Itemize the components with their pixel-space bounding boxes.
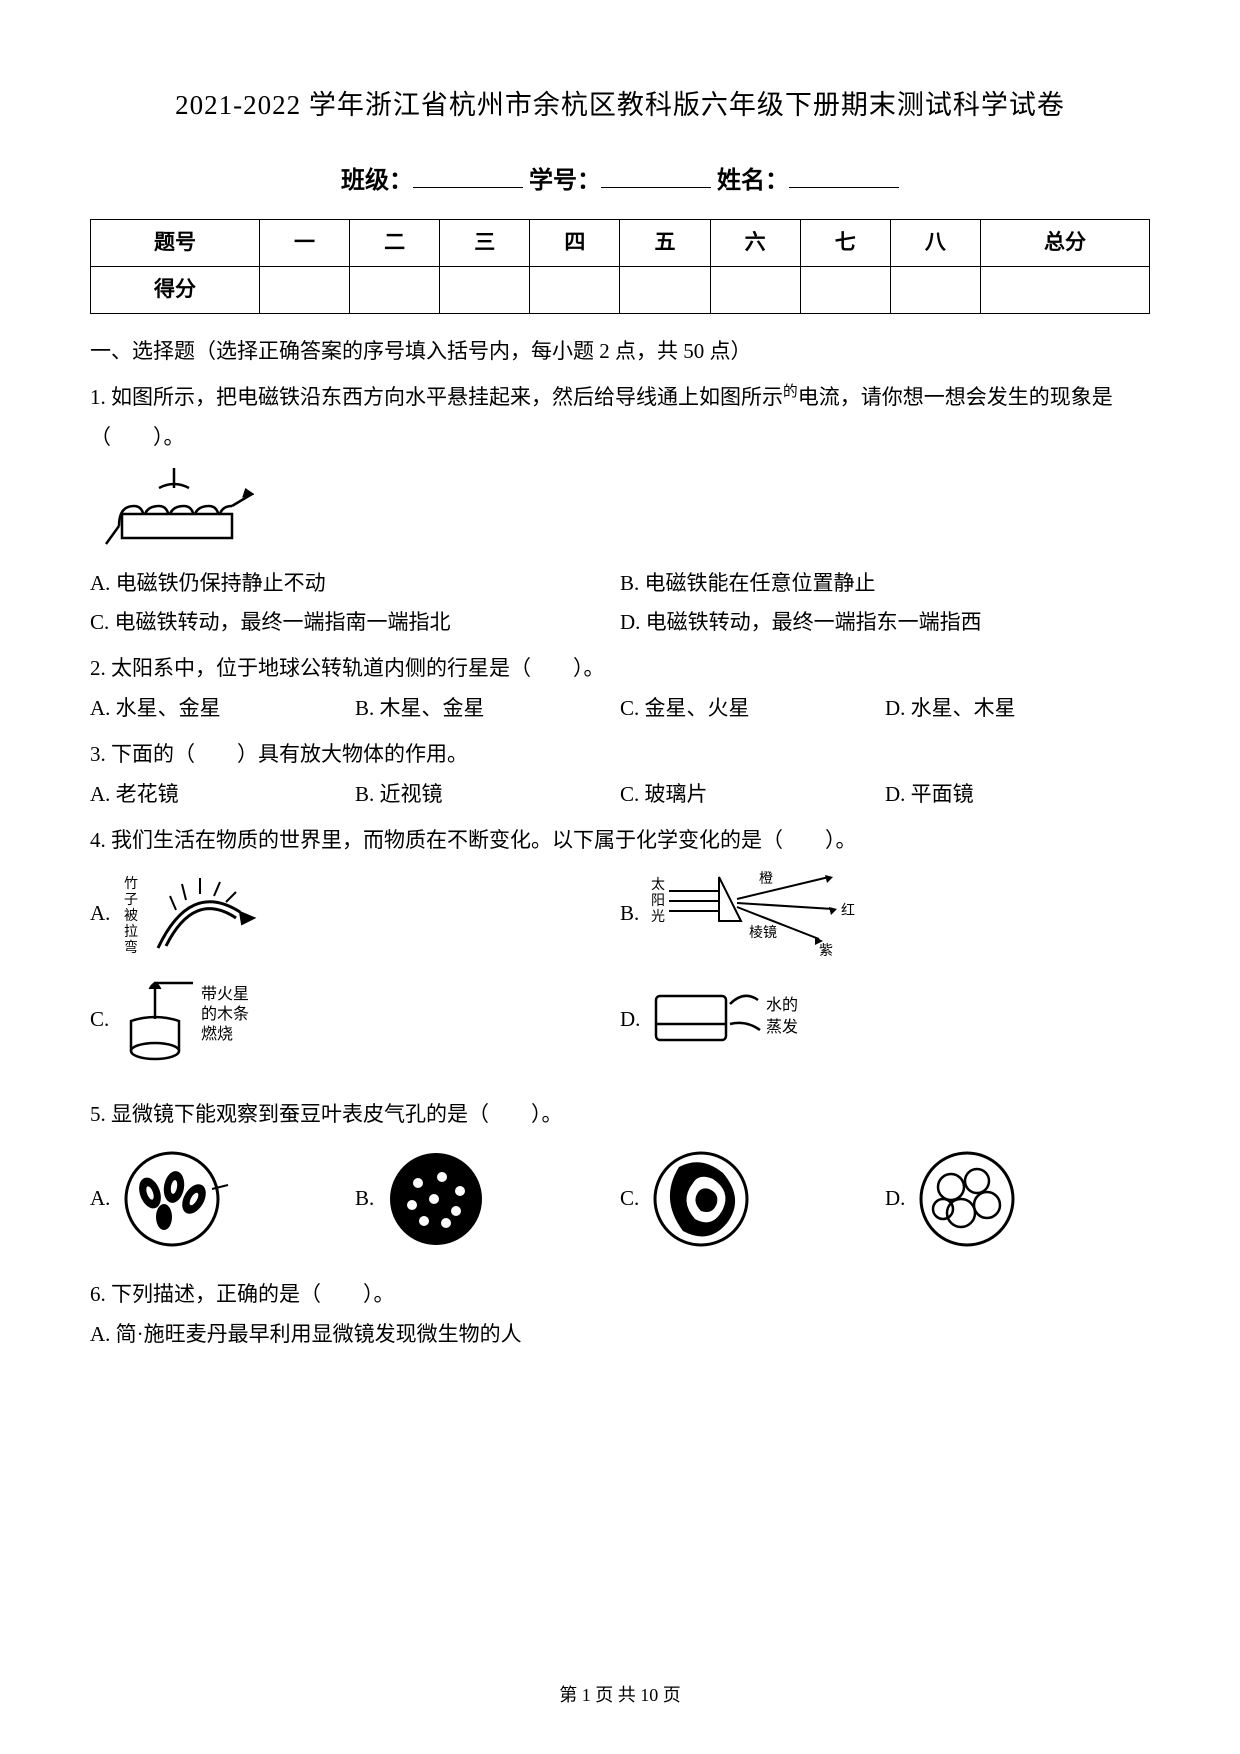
question-4-stem: 4. 我们生活在物质的世界里，而物质在不断变化。以下属于化学变化的是（ ）。 (90, 821, 1150, 861)
q2-opt-b: B. 木星、金星 (355, 689, 620, 729)
svg-text:燃烧: 燃烧 (201, 1025, 233, 1043)
q1-sup: 的 (783, 384, 798, 400)
hdr-0: 题号 (91, 219, 260, 266)
q5-opt-c: C. (620, 1149, 885, 1249)
svg-text:橙: 橙 (759, 871, 773, 887)
id-label: 学号： (529, 168, 601, 194)
svg-text:弯: 弯 (124, 939, 138, 956)
svg-text:红: 红 (841, 903, 855, 919)
svg-text:拉: 拉 (124, 924, 138, 940)
q2-opt-a: A. 水星、金星 (90, 689, 355, 729)
q4-b-label: B. (620, 894, 639, 934)
svg-text:蒸发: 蒸发 (766, 1018, 798, 1036)
q1-stem-a: 1. 如图所示，把电磁铁沿东西方向水平悬挂起来，然后给导线通上如图所示 (90, 385, 783, 409)
score-value-row: 得分 (91, 266, 1150, 313)
hdr-6: 六 (710, 219, 800, 266)
q2-options: A. 水星、金星 B. 木星、金星 C. 金星、火星 D. 水星、木星 (90, 689, 1150, 729)
svg-text:水的: 水的 (766, 996, 798, 1014)
name-blank[interactable] (789, 161, 899, 188)
q3-options: A. 老花镜 B. 近视镜 C. 玻璃片 D. 平面镜 (90, 775, 1150, 815)
svg-text:太: 太 (651, 877, 665, 893)
cell-2[interactable] (350, 266, 440, 313)
cell-4[interactable] (530, 266, 620, 313)
q5-opt-a: A. (90, 1149, 355, 1249)
score-header-row: 题号 一 二 三 四 五 六 七 八 总分 (91, 219, 1150, 266)
q5-d-label: D. (885, 1179, 905, 1219)
hdr-5: 五 (620, 219, 710, 266)
cell-5[interactable] (620, 266, 710, 313)
svg-text:被: 被 (124, 908, 138, 924)
exam-title: 2021-2022 学年浙江省杭州市余杭区教科版六年级下册期末测试科学试卷 (90, 80, 1150, 131)
svg-text:带火星: 带火星 (201, 985, 249, 1003)
cell-3[interactable] (440, 266, 530, 313)
q4-opt-d: D. 水的 蒸发 (620, 982, 1150, 1058)
q3-opt-b: B. 近视镜 (355, 775, 620, 815)
row-label: 得分 (91, 266, 260, 313)
hdr-3: 三 (440, 219, 530, 266)
q1-diagram (104, 466, 1150, 556)
question-6-stem: 6. 下列描述，正确的是（ ）。 (90, 1275, 1150, 1315)
id-blank[interactable] (601, 161, 711, 188)
svg-text:阳: 阳 (651, 893, 665, 909)
svg-text:棱镜: 棱镜 (749, 925, 777, 941)
hdr-1: 一 (259, 219, 349, 266)
cell-6[interactable] (710, 266, 800, 313)
hdr-4: 四 (530, 219, 620, 266)
q1-opt-a: A. 电磁铁仍保持静止不动 (90, 564, 620, 604)
q4-a-label: A. (90, 894, 110, 934)
page-footer: 第 1 页 共 10 页 (0, 1678, 1240, 1712)
class-blank[interactable] (413, 161, 523, 188)
q5-c-label: C. (620, 1179, 639, 1219)
q3-opt-c: C. 玻璃片 (620, 775, 885, 815)
q3-opt-d: D. 平面镜 (885, 775, 1150, 815)
q2-opt-d: D. 水星、木星 (885, 689, 1150, 729)
q4-c-label: C. (90, 1000, 109, 1040)
hdr-7: 七 (800, 219, 890, 266)
q5-options: A. B. C (90, 1141, 1150, 1257)
q5-a-label: A. (90, 1179, 110, 1219)
question-2-stem: 2. 太阳系中，位于地球公转轨道内侧的行星是（ ）。 (90, 649, 1150, 689)
q2-opt-c: C. 金星、火星 (620, 689, 885, 729)
question-3-stem: 3. 下面的（ ）具有放大物体的作用。 (90, 735, 1150, 775)
svg-text:光: 光 (651, 909, 665, 925)
q5-b-label: B. (355, 1179, 374, 1219)
question-5-stem: 5. 显微镜下能观察到蚕豆叶表皮气孔的是（ ）。 (90, 1095, 1150, 1135)
q1-options: A. 电磁铁仍保持静止不动 B. 电磁铁能在任意位置静止 C. 电磁铁转动，最终… (90, 564, 1150, 644)
q1-opt-d: D. 电磁铁转动，最终一端指东一端指西 (620, 603, 1150, 643)
q4-options: A. 竹 子 被 拉 弯 B. 太 阳 光 (90, 861, 1150, 1073)
hdr-2: 二 (350, 219, 440, 266)
hdr-8: 八 (890, 219, 980, 266)
q1-opt-b: B. 电磁铁能在任意位置静止 (620, 564, 1150, 604)
name-label: 姓名： (717, 168, 789, 194)
student-info-line: 班级： 学号： 姓名： (90, 159, 1150, 205)
q4-opt-c: C. 带火星 的木条 燃烧 (90, 975, 620, 1065)
cell-7[interactable] (800, 266, 890, 313)
q4-opt-b: B. 太 阳 光 橙 红 棱镜 紫 (620, 869, 1150, 959)
svg-text:竹: 竹 (124, 876, 138, 892)
score-table: 题号 一 二 三 四 五 六 七 八 总分 得分 (90, 219, 1150, 314)
svg-text:的木条: 的木条 (201, 1005, 249, 1023)
svg-text:紫: 紫 (819, 943, 833, 959)
q1-opt-c: C. 电磁铁转动，最终一端指南一端指北 (90, 603, 620, 643)
section-1-heading: 一、选择题（选择正确答案的序号填入括号内，每小题 2 点，共 50 点） (90, 332, 1150, 372)
cell-8[interactable] (890, 266, 980, 313)
q5-opt-b: B. (355, 1149, 620, 1249)
q6-opt-a: A. 简·施旺麦丹最早利用显微镜发现微生物的人 (90, 1315, 1150, 1355)
hdr-9: 总分 (980, 219, 1149, 266)
q3-opt-a: A. 老花镜 (90, 775, 355, 815)
q5-opt-d: D. (885, 1149, 1150, 1249)
question-1: 1. 如图所示，把电磁铁沿东西方向水平悬挂起来，然后给导线通上如图所示的电流，请… (90, 378, 1150, 458)
q4-d-label: D. (620, 1000, 640, 1040)
svg-text:子: 子 (124, 892, 138, 908)
cell-1[interactable] (259, 266, 349, 313)
q4-opt-a: A. 竹 子 被 拉 弯 (90, 870, 620, 958)
class-label: 班级： (341, 168, 413, 194)
cell-total[interactable] (980, 266, 1149, 313)
